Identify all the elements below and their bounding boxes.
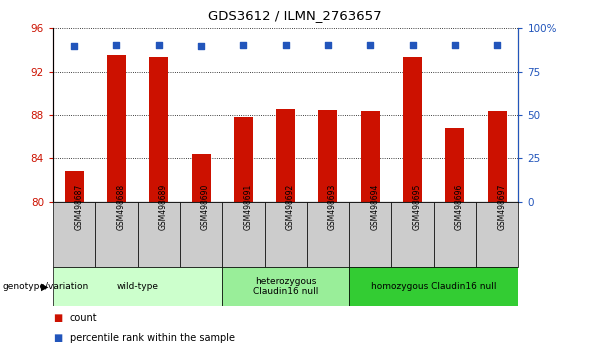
- Point: [408, 42, 417, 48]
- Bar: [319, 110, 337, 202]
- Bar: [180, 202, 222, 267]
- Bar: [349, 267, 518, 306]
- Point: [492, 42, 502, 48]
- Text: GSM498690: GSM498690: [201, 184, 210, 230]
- Bar: [53, 202, 95, 267]
- Bar: [107, 56, 126, 202]
- Bar: [445, 128, 464, 202]
- Text: GSM498696: GSM498696: [455, 184, 464, 230]
- Bar: [392, 202, 434, 267]
- Bar: [276, 109, 295, 202]
- Text: ■: ■: [53, 333, 62, 343]
- Bar: [307, 202, 349, 267]
- Bar: [360, 111, 380, 202]
- Bar: [191, 154, 211, 202]
- Text: GSM498693: GSM498693: [328, 184, 337, 230]
- Point: [70, 43, 79, 48]
- Text: genotype/variation: genotype/variation: [3, 282, 89, 291]
- Point: [323, 42, 333, 48]
- Text: GSM498687: GSM498687: [74, 184, 83, 230]
- Text: GSM498697: GSM498697: [497, 184, 506, 230]
- Bar: [434, 202, 476, 267]
- Bar: [488, 111, 507, 202]
- Bar: [95, 202, 138, 267]
- Text: wild-type: wild-type: [117, 282, 158, 291]
- Point: [366, 42, 375, 48]
- Text: GDS3612 / ILMN_2763657: GDS3612 / ILMN_2763657: [208, 9, 381, 22]
- Text: GSM498694: GSM498694: [370, 184, 379, 230]
- Text: GSM498689: GSM498689: [159, 184, 168, 230]
- Point: [112, 42, 121, 48]
- Bar: [53, 267, 222, 306]
- Bar: [222, 202, 264, 267]
- Bar: [222, 267, 349, 306]
- Text: homozygous Claudin16 null: homozygous Claudin16 null: [371, 282, 497, 291]
- Point: [239, 42, 248, 48]
- Text: ■: ■: [53, 313, 62, 323]
- Point: [196, 43, 206, 48]
- Text: GSM498695: GSM498695: [412, 184, 422, 230]
- Point: [281, 42, 290, 48]
- Text: count: count: [70, 313, 97, 323]
- Bar: [138, 202, 180, 267]
- Point: [154, 42, 164, 48]
- Text: GSM498691: GSM498691: [243, 184, 252, 230]
- Text: percentile rank within the sample: percentile rank within the sample: [70, 333, 234, 343]
- Text: heterozygous
Claudin16 null: heterozygous Claudin16 null: [253, 277, 318, 296]
- Bar: [476, 202, 518, 267]
- Text: GSM498688: GSM498688: [117, 184, 125, 230]
- Bar: [349, 202, 392, 267]
- Bar: [403, 57, 422, 202]
- Bar: [234, 117, 253, 202]
- Bar: [149, 57, 168, 202]
- Text: ▶: ▶: [41, 282, 49, 292]
- Bar: [65, 171, 84, 202]
- Bar: [264, 202, 307, 267]
- Text: GSM498692: GSM498692: [286, 184, 294, 230]
- Point: [450, 42, 459, 48]
